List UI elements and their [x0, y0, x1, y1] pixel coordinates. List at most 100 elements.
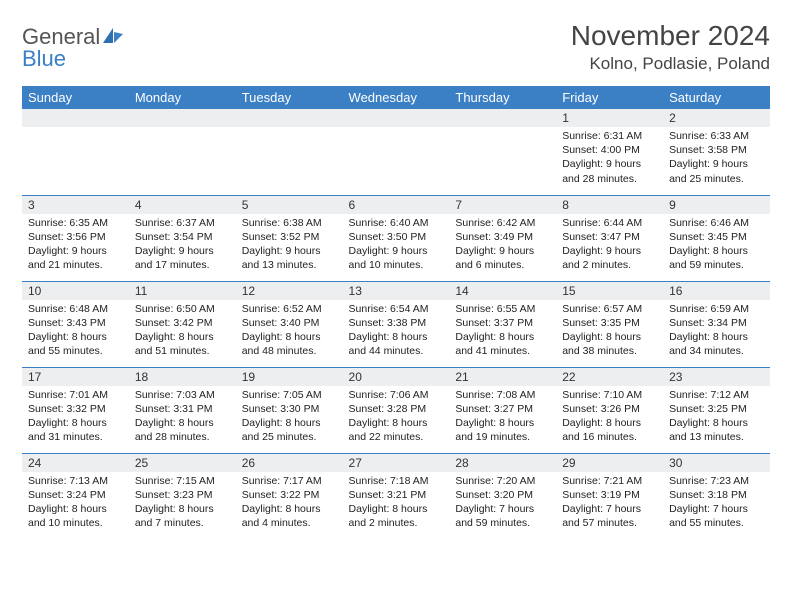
day-number: 23: [663, 368, 770, 386]
calendar-row: 10Sunrise: 6:48 AMSunset: 3:43 PMDayligh…: [22, 281, 770, 367]
day-number: 15: [556, 282, 663, 300]
day-number: 30: [663, 454, 770, 472]
day-number: 11: [129, 282, 236, 300]
calendar-cell: 19Sunrise: 7:05 AMSunset: 3:30 PMDayligh…: [236, 367, 343, 453]
day-number: 29: [556, 454, 663, 472]
day-body: Sunrise: 6:33 AMSunset: 3:58 PMDaylight:…: [663, 127, 770, 190]
logo-word-2: Blue: [22, 46, 66, 71]
day-number: 8: [556, 196, 663, 214]
day-number: 20: [343, 368, 450, 386]
day-body: Sunrise: 7:05 AMSunset: 3:30 PMDaylight:…: [236, 386, 343, 449]
dow-header: Tuesday: [236, 86, 343, 109]
calendar-cell: 7Sunrise: 6:42 AMSunset: 3:49 PMDaylight…: [449, 195, 556, 281]
day-body: Sunrise: 7:08 AMSunset: 3:27 PMDaylight:…: [449, 386, 556, 449]
day-body: Sunrise: 6:57 AMSunset: 3:35 PMDaylight:…: [556, 300, 663, 363]
day-body: Sunrise: 7:01 AMSunset: 3:32 PMDaylight:…: [22, 386, 129, 449]
logo-text: General Blue: [22, 26, 124, 70]
calendar-cell: 6Sunrise: 6:40 AMSunset: 3:50 PMDaylight…: [343, 195, 450, 281]
day-number-empty: [236, 109, 343, 127]
calendar-cell: [236, 109, 343, 195]
day-body: Sunrise: 7:15 AMSunset: 3:23 PMDaylight:…: [129, 472, 236, 535]
day-number-empty: [22, 109, 129, 127]
calendar-cell: [343, 109, 450, 195]
day-number: 24: [22, 454, 129, 472]
calendar-cell: 25Sunrise: 7:15 AMSunset: 3:23 PMDayligh…: [129, 453, 236, 539]
calendar-cell: 5Sunrise: 6:38 AMSunset: 3:52 PMDaylight…: [236, 195, 343, 281]
day-body: Sunrise: 6:59 AMSunset: 3:34 PMDaylight:…: [663, 300, 770, 363]
day-number: 14: [449, 282, 556, 300]
day-body: Sunrise: 7:13 AMSunset: 3:24 PMDaylight:…: [22, 472, 129, 535]
calendar-cell: 17Sunrise: 7:01 AMSunset: 3:32 PMDayligh…: [22, 367, 129, 453]
calendar-cell: 4Sunrise: 6:37 AMSunset: 3:54 PMDaylight…: [129, 195, 236, 281]
day-number: 12: [236, 282, 343, 300]
calendar-cell: 24Sunrise: 7:13 AMSunset: 3:24 PMDayligh…: [22, 453, 129, 539]
day-number-empty: [449, 109, 556, 127]
calendar-cell: 13Sunrise: 6:54 AMSunset: 3:38 PMDayligh…: [343, 281, 450, 367]
day-body: Sunrise: 6:50 AMSunset: 3:42 PMDaylight:…: [129, 300, 236, 363]
day-number: 13: [343, 282, 450, 300]
day-number: 27: [343, 454, 450, 472]
day-number: 25: [129, 454, 236, 472]
day-number: 3: [22, 196, 129, 214]
day-body: Sunrise: 6:55 AMSunset: 3:37 PMDaylight:…: [449, 300, 556, 363]
calendar-cell: 21Sunrise: 7:08 AMSunset: 3:27 PMDayligh…: [449, 367, 556, 453]
day-body: Sunrise: 7:20 AMSunset: 3:20 PMDaylight:…: [449, 472, 556, 535]
day-body: Sunrise: 7:10 AMSunset: 3:26 PMDaylight:…: [556, 386, 663, 449]
header: General Blue November 2024 Kolno, Podlas…: [22, 20, 770, 74]
calendar-cell: [449, 109, 556, 195]
day-body: Sunrise: 7:21 AMSunset: 3:19 PMDaylight:…: [556, 472, 663, 535]
calendar-cell: 11Sunrise: 6:50 AMSunset: 3:42 PMDayligh…: [129, 281, 236, 367]
day-body: Sunrise: 6:37 AMSunset: 3:54 PMDaylight:…: [129, 214, 236, 277]
day-body: Sunrise: 6:31 AMSunset: 4:00 PMDaylight:…: [556, 127, 663, 190]
day-body: Sunrise: 6:52 AMSunset: 3:40 PMDaylight:…: [236, 300, 343, 363]
day-number-empty: [343, 109, 450, 127]
calendar-table: SundayMondayTuesdayWednesdayThursdayFrid…: [22, 86, 770, 539]
dow-header: Friday: [556, 86, 663, 109]
day-number: 19: [236, 368, 343, 386]
calendar-cell: 26Sunrise: 7:17 AMSunset: 3:22 PMDayligh…: [236, 453, 343, 539]
day-number: 5: [236, 196, 343, 214]
dow-header: Thursday: [449, 86, 556, 109]
calendar-cell: 28Sunrise: 7:20 AMSunset: 3:20 PMDayligh…: [449, 453, 556, 539]
day-body: Sunrise: 6:44 AMSunset: 3:47 PMDaylight:…: [556, 214, 663, 277]
day-number: 28: [449, 454, 556, 472]
day-body: Sunrise: 6:35 AMSunset: 3:56 PMDaylight:…: [22, 214, 129, 277]
day-body: Sunrise: 7:12 AMSunset: 3:25 PMDaylight:…: [663, 386, 770, 449]
day-body: Sunrise: 6:40 AMSunset: 3:50 PMDaylight:…: [343, 214, 450, 277]
day-number: 22: [556, 368, 663, 386]
calendar-cell: 29Sunrise: 7:21 AMSunset: 3:19 PMDayligh…: [556, 453, 663, 539]
calendar-cell: 12Sunrise: 6:52 AMSunset: 3:40 PMDayligh…: [236, 281, 343, 367]
calendar-cell: 15Sunrise: 6:57 AMSunset: 3:35 PMDayligh…: [556, 281, 663, 367]
calendar-cell: 10Sunrise: 6:48 AMSunset: 3:43 PMDayligh…: [22, 281, 129, 367]
calendar-cell: 20Sunrise: 7:06 AMSunset: 3:28 PMDayligh…: [343, 367, 450, 453]
day-body: Sunrise: 7:23 AMSunset: 3:18 PMDaylight:…: [663, 472, 770, 535]
day-number: 26: [236, 454, 343, 472]
day-number: 6: [343, 196, 450, 214]
day-body: Sunrise: 6:38 AMSunset: 3:52 PMDaylight:…: [236, 214, 343, 277]
day-number: 21: [449, 368, 556, 386]
day-body: Sunrise: 7:17 AMSunset: 3:22 PMDaylight:…: [236, 472, 343, 535]
calendar-cell: 27Sunrise: 7:18 AMSunset: 3:21 PMDayligh…: [343, 453, 450, 539]
day-number: 16: [663, 282, 770, 300]
calendar-cell: 22Sunrise: 7:10 AMSunset: 3:26 PMDayligh…: [556, 367, 663, 453]
calendar-body: 1Sunrise: 6:31 AMSunset: 4:00 PMDaylight…: [22, 109, 770, 539]
day-body: Sunrise: 6:42 AMSunset: 3:49 PMDaylight:…: [449, 214, 556, 277]
day-body: Sunrise: 6:54 AMSunset: 3:38 PMDaylight:…: [343, 300, 450, 363]
calendar-cell: 14Sunrise: 6:55 AMSunset: 3:37 PMDayligh…: [449, 281, 556, 367]
day-body: Sunrise: 7:18 AMSunset: 3:21 PMDaylight:…: [343, 472, 450, 535]
day-number: 10: [22, 282, 129, 300]
day-number: 1: [556, 109, 663, 127]
calendar-cell: [22, 109, 129, 195]
calendar-row: 17Sunrise: 7:01 AMSunset: 3:32 PMDayligh…: [22, 367, 770, 453]
calendar-page: General Blue November 2024 Kolno, Podlas…: [0, 0, 792, 549]
title-block: November 2024 Kolno, Podlasie, Poland: [571, 20, 770, 74]
dow-header: Sunday: [22, 86, 129, 109]
calendar-cell: 18Sunrise: 7:03 AMSunset: 3:31 PMDayligh…: [129, 367, 236, 453]
calendar-row: 24Sunrise: 7:13 AMSunset: 3:24 PMDayligh…: [22, 453, 770, 539]
day-number: 4: [129, 196, 236, 214]
calendar-cell: 23Sunrise: 7:12 AMSunset: 3:25 PMDayligh…: [663, 367, 770, 453]
day-number: 9: [663, 196, 770, 214]
calendar-cell: [129, 109, 236, 195]
day-body: Sunrise: 6:46 AMSunset: 3:45 PMDaylight:…: [663, 214, 770, 277]
day-number-empty: [129, 109, 236, 127]
